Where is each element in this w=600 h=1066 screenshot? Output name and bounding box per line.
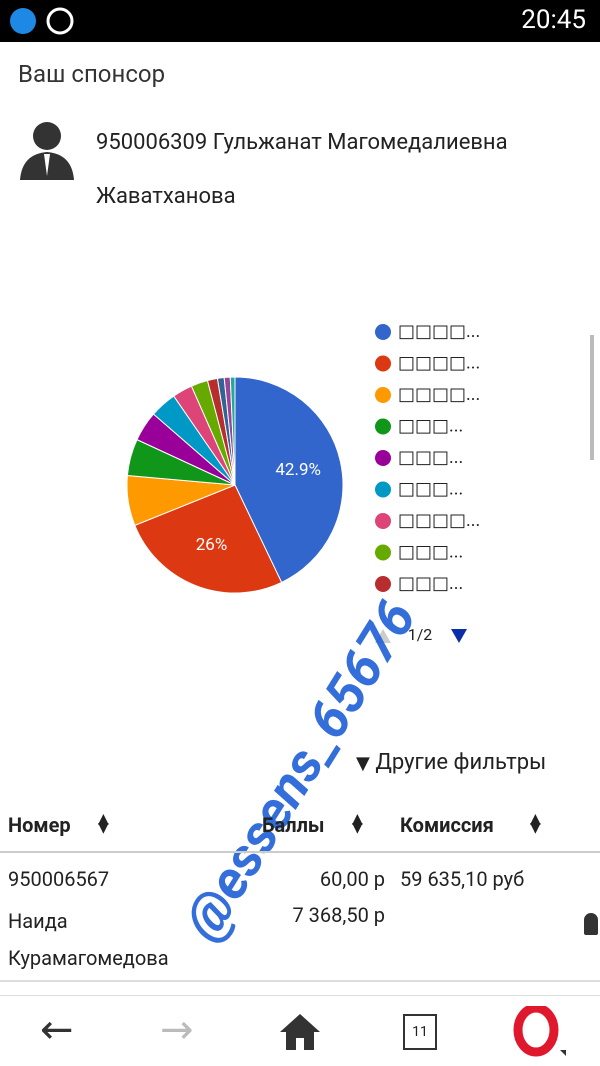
legend-next	[451, 629, 467, 643]
sort-icon[interactable]: ▲ ▼	[530, 811, 541, 836]
header-points[interactable]: Баллы	[262, 813, 325, 837]
cell-points: 7 368,50 р	[292, 903, 385, 927]
avatar	[20, 122, 74, 180]
pie-slice	[234, 376, 344, 584]
sponsor-heading: Ваш спонсор	[18, 60, 166, 88]
data-label: 42.9%	[275, 460, 321, 480]
nav-bar: ← → 11	[0, 995, 600, 1066]
legend-marker	[375, 324, 391, 340]
divider	[0, 851, 600, 853]
sponsor: 950006309 Гульжанат Магомедалиевна Жават…	[18, 116, 588, 224]
legend-label: □□□...	[398, 415, 463, 436]
legend-label: □□□...	[398, 573, 463, 594]
clock: 20:45	[521, 5, 586, 35]
cell-points: 60,00 р	[319, 867, 385, 891]
legend-label: □□□...	[398, 541, 463, 562]
pie-slice	[229, 376, 236, 486]
home-button[interactable]	[278, 1012, 322, 1052]
sponsor-name: 950006309 Гульжанат Магомедалиевна Жават…	[96, 130, 508, 209]
legend-marker	[375, 418, 391, 435]
legend-marker	[375, 513, 391, 529]
sort-icon[interactable]: ▲ ▼	[352, 811, 363, 836]
tabs-button[interactable]: 11	[403, 1014, 437, 1050]
divider	[0, 980, 600, 982]
legend-marker	[375, 481, 391, 498]
header-commission[interactable]: Комиссия	[400, 813, 494, 837]
data-label: 26%	[196, 535, 228, 555]
legend-prev	[375, 629, 391, 643]
filters-button[interactable]: ▼ Другие фильтры	[356, 750, 547, 775]
legend-marker	[375, 544, 391, 561]
filters-label: Другие фильтры	[375, 750, 547, 775]
legend-marker	[375, 355, 391, 372]
legend-label: □□□□...	[398, 352, 480, 373]
legend-page: 1/2	[408, 625, 433, 644]
opera-menu[interactable]	[512, 1006, 568, 1058]
cell-number: 950006567	[8, 867, 110, 891]
tab-count: 11	[412, 1024, 428, 1040]
legend-label: □□□...	[398, 447, 463, 468]
forward-button[interactable]: →	[160, 1006, 194, 1053]
chart: 42.9% 26% □□□□... □□□□... □□□□... □□□... □□□..…	[126, 321, 594, 644]
app-icons	[10, 7, 74, 35]
legend-marker	[375, 576, 391, 592]
legend-label: □□□□...	[398, 321, 480, 342]
user-icon[interactable]	[584, 913, 598, 935]
sort-icon[interactable]: ▲ ▼	[98, 811, 109, 836]
status-bar: 20:45	[0, 0, 600, 42]
legend-label: □□□□...	[398, 510, 480, 531]
legend-marker	[375, 450, 391, 466]
cell-name: Наида Курамагомедова	[8, 909, 169, 970]
scrollbar	[590, 335, 594, 460]
header-number[interactable]: Номер	[8, 813, 71, 837]
legend-label: □□□...	[398, 478, 463, 499]
legend-marker	[375, 387, 391, 403]
cell-commission: 59 635,10 руб	[400, 867, 525, 891]
back-button[interactable]: ←	[40, 1006, 74, 1053]
pie-slice	[134, 484, 283, 594]
legend-label: □□□□...	[398, 384, 480, 405]
